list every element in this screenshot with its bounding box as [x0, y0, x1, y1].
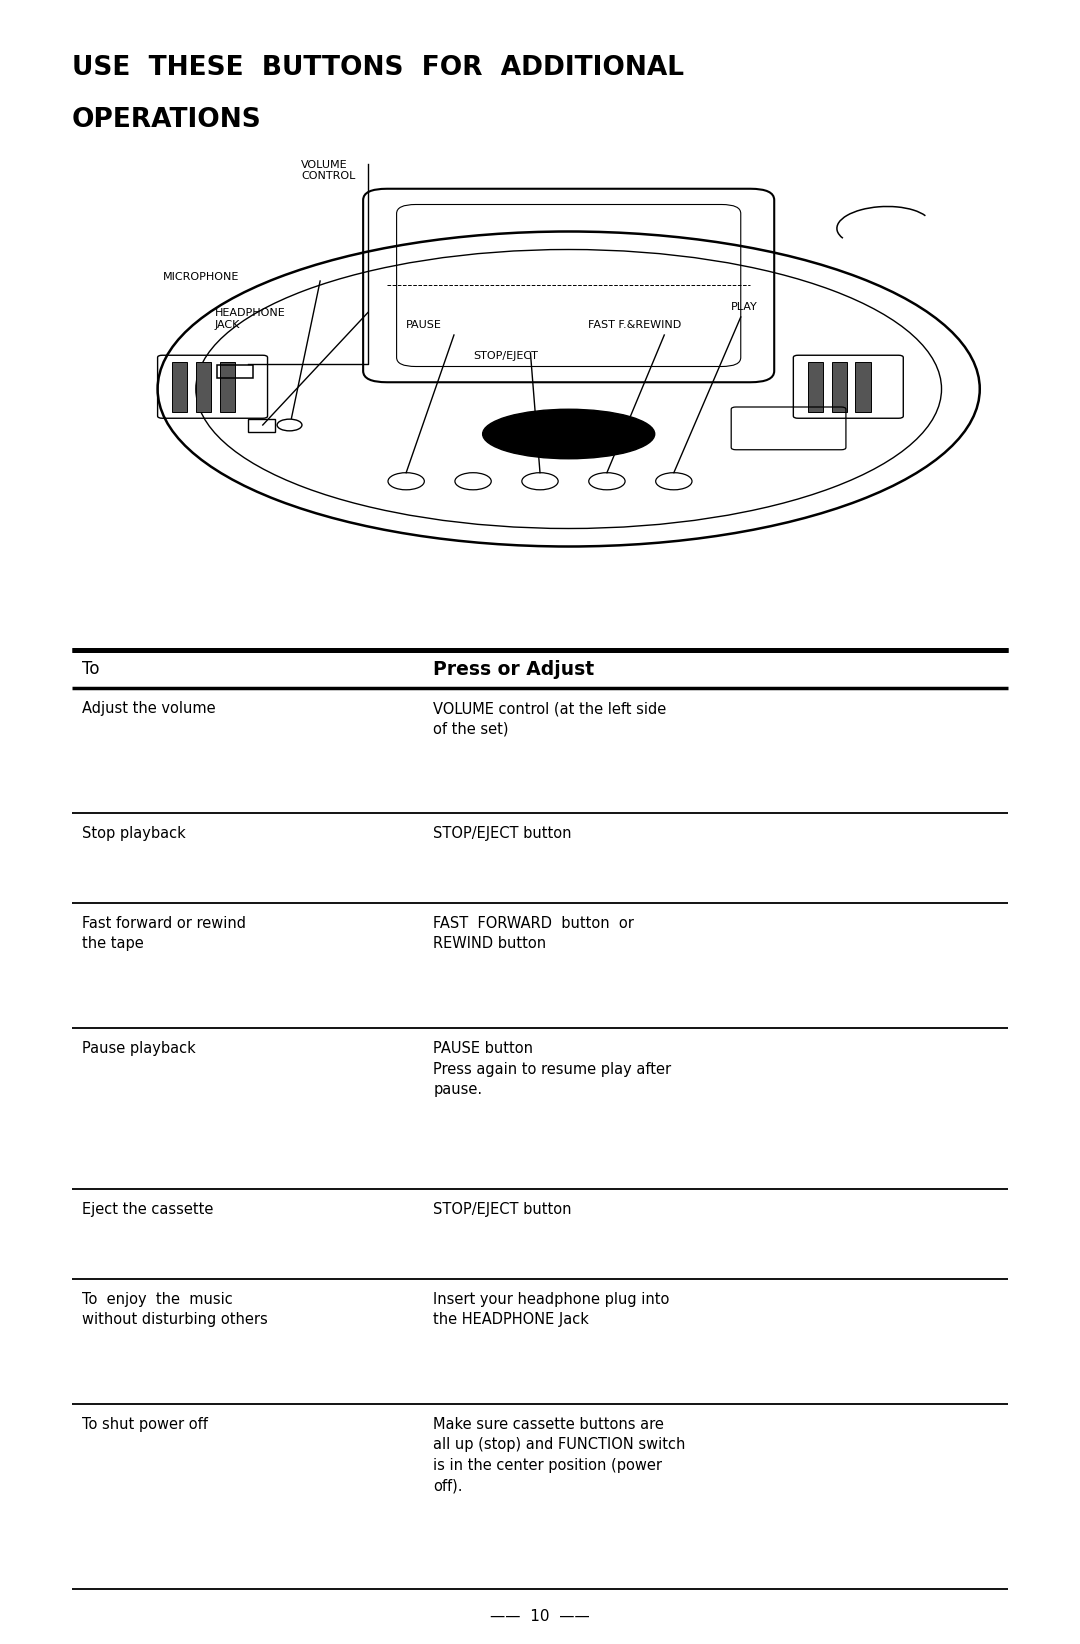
Text: HEADPHONE
JACK: HEADPHONE JACK: [215, 307, 286, 329]
Text: To  enjoy  the  music
without disturbing others: To enjoy the music without disturbing ot…: [82, 1292, 268, 1327]
Text: PLAY: PLAY: [731, 302, 758, 312]
Text: VOLUME control (at the left side
of the set): VOLUME control (at the left side of the …: [433, 700, 666, 737]
Text: Fast forward or rewind
the tape: Fast forward or rewind the tape: [82, 916, 246, 952]
Bar: [248, 419, 275, 432]
Text: Insert your headphone plug into
the HEADPHONE Jack: Insert your headphone plug into the HEAD…: [433, 1292, 670, 1327]
Bar: [219, 362, 235, 411]
Ellipse shape: [483, 409, 654, 459]
Text: To: To: [82, 659, 99, 677]
Text: Press or Adjust: Press or Adjust: [433, 659, 594, 679]
Bar: [172, 362, 187, 411]
Text: OPERATIONS: OPERATIONS: [72, 107, 261, 133]
Bar: [832, 362, 847, 411]
Text: To shut power off: To shut power off: [82, 1417, 207, 1432]
Text: VOLUME
CONTROL: VOLUME CONTROL: [301, 159, 355, 181]
Text: Stop playback: Stop playback: [82, 827, 186, 842]
Bar: [195, 362, 211, 411]
Text: STOP/EJECT: STOP/EJECT: [473, 350, 538, 360]
Text: FAST  FORWARD  button  or
REWIND button: FAST FORWARD button or REWIND button: [433, 916, 634, 952]
Text: Eject the cassette: Eject the cassette: [82, 1202, 214, 1217]
Bar: [855, 362, 870, 411]
Bar: [217, 365, 253, 378]
Bar: [808, 362, 823, 411]
Text: ——  10  ——: —— 10 ——: [490, 1608, 590, 1624]
Text: Pause playback: Pause playback: [82, 1041, 195, 1055]
Text: PAUSE: PAUSE: [406, 321, 442, 330]
Text: Make sure cassette buttons are
all up (stop) and FUNCTION switch
is in the cente: Make sure cassette buttons are all up (s…: [433, 1417, 686, 1493]
Text: STOP/EJECT button: STOP/EJECT button: [433, 1202, 571, 1217]
Text: FAST F.&REWIND: FAST F.&REWIND: [588, 321, 681, 330]
Text: USE  THESE  BUTTONS  FOR  ADDITIONAL: USE THESE BUTTONS FOR ADDITIONAL: [72, 54, 684, 81]
Text: MICROPHONE: MICROPHONE: [162, 271, 239, 281]
Text: PAUSE button
Press again to resume play after
pause.: PAUSE button Press again to resume play …: [433, 1041, 672, 1097]
Text: Adjust the volume: Adjust the volume: [82, 700, 216, 717]
Text: STOP/EJECT button: STOP/EJECT button: [433, 827, 571, 842]
